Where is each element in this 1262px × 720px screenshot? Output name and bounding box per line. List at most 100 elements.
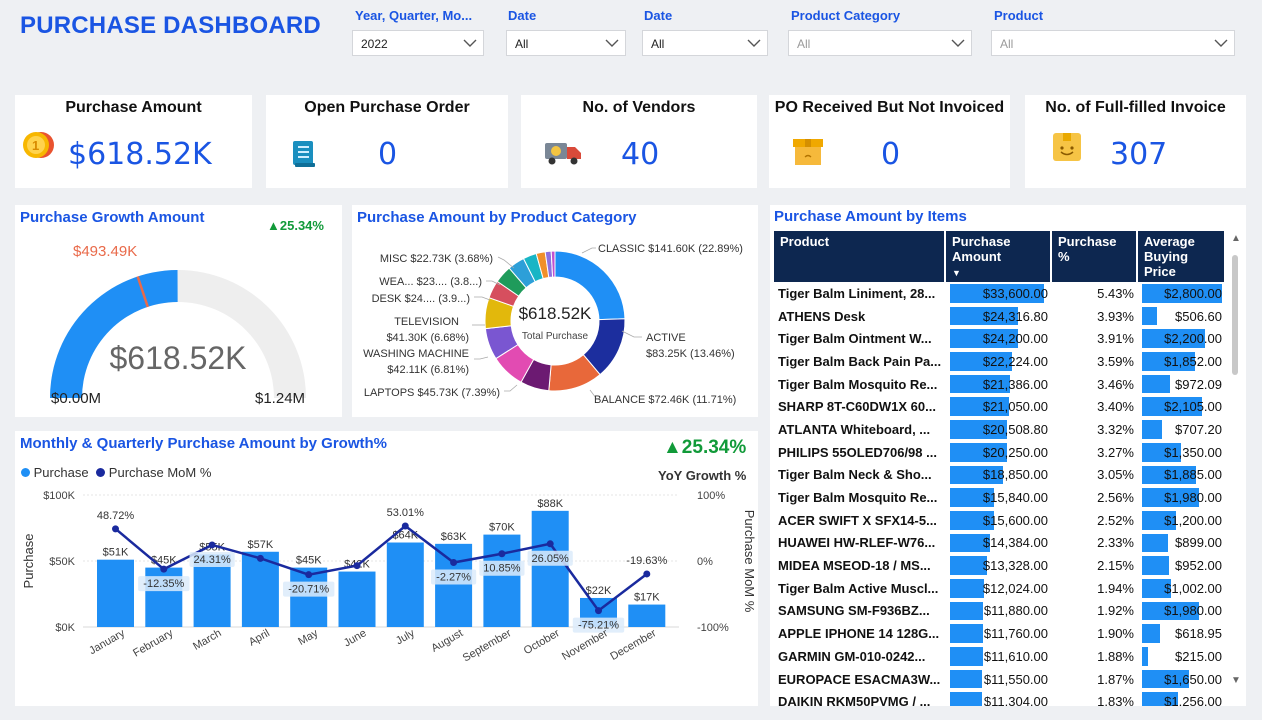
amount-bar [950, 420, 1008, 439]
bar-april[interactable] [241, 551, 279, 627]
table-row[interactable]: Tiger Balm Back Pain Pa... $22,224.00 3.59… [774, 350, 1226, 373]
amount-bar [950, 601, 984, 621]
amount-bar [950, 510, 994, 530]
amount-bar [950, 533, 991, 553]
filter-date-dropdown-1[interactable]: All [506, 30, 626, 56]
table-row[interactable]: Tiger Balm Ointment W... $24,200.00 3.91% $… [774, 327, 1226, 350]
kpi-card-fulfilled-invoice: No. of Full-filled Invoice 307 [1025, 95, 1246, 188]
mom-point[interactable] [112, 525, 119, 533]
bar-october[interactable] [531, 510, 569, 627]
bar-december[interactable] [628, 604, 666, 627]
mom-point[interactable] [498, 550, 506, 558]
table-row[interactable]: APPLE IPHONE 14 128G... $11,760.00 1.90% $6… [774, 622, 1226, 645]
table-row[interactable]: ATLANTA Whiteboard, ... $20,508.80 3.32% $7… [774, 418, 1226, 441]
donut-chart: $618.52K Total Purchase CLASSIC $141.60K… [363, 243, 743, 406]
bar-september[interactable] [483, 534, 521, 627]
amount-value: $14,384.00 [982, 535, 1048, 551]
table-row[interactable]: MIDEA MSEOD-18 / MS... $13,328.00 2.15% $95… [774, 554, 1226, 577]
items-card: Purchase Amount by Items Product Purchas… [770, 205, 1246, 706]
column-header-purchase-amount[interactable]: Purchase Amount ▼ [946, 231, 1052, 282]
mom-value-label: -2.27% [436, 571, 471, 583]
purchase-pct-cell: 3.59% [1097, 353, 1134, 369]
mom-point[interactable] [208, 541, 216, 549]
amount-value: $21,386.00 [982, 376, 1048, 392]
mom-point[interactable] [546, 540, 554, 548]
filter-label-year: Year, Quarter, Mo... [355, 8, 473, 23]
table-scrollbar[interactable]: ▲ ▼ [1228, 233, 1242, 693]
table-row[interactable]: Tiger Balm Liniment, 28... $33,600.00 5.43… [774, 282, 1226, 305]
table-row[interactable]: EUROPACE ESACMA3W... $11,550.00 1.87% $1,65… [774, 668, 1226, 691]
mom-point[interactable] [256, 554, 264, 562]
scroll-down-icon[interactable]: ▼ [1231, 675, 1241, 686]
mom-value-label: -75.21% [578, 620, 619, 632]
filter-year-value: 2022 [361, 37, 388, 51]
scrollbar-thumb[interactable] [1232, 255, 1238, 375]
scroll-up-icon[interactable]: ▲ [1231, 233, 1241, 244]
table-row[interactable]: ACER SWIFT X SFX14-5... $15,600.00 2.52% $1… [774, 509, 1226, 532]
table-row[interactable]: DAIKIN RKM50PVMG / ... $11,304.00 1.83% $1,… [774, 690, 1226, 706]
table-row[interactable]: SHARP 8T-C60DW1X 60... $21,050.00 3.40% $2,… [774, 395, 1226, 418]
avg-price-value: $1,200.00 [1164, 512, 1222, 528]
kpi-card-po-received-not-invoiced: PO Received But Not Invoiced 0 [769, 95, 1010, 188]
avg-price-cell: $1,980.00 [1138, 486, 1226, 509]
purchase-amount-cell: $22,224.00 [946, 350, 1052, 373]
table-row[interactable]: Tiger Balm Neck & Sho... $18,850.00 3.05% $… [774, 464, 1226, 487]
table-row[interactable]: Tiger Balm Active Muscl... $12,024.00 1.94… [774, 577, 1226, 600]
table-row[interactable]: Tiger Balm Mosquito Re... $21,386.00 3.46%… [774, 373, 1226, 396]
donut-label: DESK $24.... (3.9...) [372, 293, 470, 305]
donut-label: ACTIVE [646, 332, 686, 344]
amount-bar [950, 352, 1013, 371]
product-name-cell: ATHENS Desk [778, 308, 866, 324]
table-row[interactable]: Tiger Balm Mosquito Re... $15,840.00 2.56%… [774, 486, 1226, 509]
mom-point[interactable] [595, 607, 602, 615]
purchase-amount-cell: $15,840.00 [946, 486, 1052, 509]
column-header-avg-price[interactable]: Average Buying Price [1138, 231, 1226, 282]
mom-point[interactable] [305, 571, 313, 579]
table-row[interactable]: GARMIN GM-010-0242... $11,610.00 1.88% $215… [774, 645, 1226, 668]
amount-value: $11,760.00 [983, 626, 1048, 642]
column-header-product[interactable]: Product [774, 231, 946, 282]
mom-value-label: -12.35% [143, 578, 184, 590]
donut-slice[interactable] [550, 250, 556, 278]
bar-july[interactable] [386, 542, 424, 627]
kpi-title: No. of Full-filled Invoice [1045, 99, 1226, 116]
mom-label-bg [479, 560, 525, 576]
monthly-growth: ▲25.34% [663, 437, 747, 458]
product-name-cell: MIDEA MSEOD-18 / MS... [778, 558, 931, 574]
avg-price-value: $972.09 [1175, 376, 1222, 392]
bar-value-label: $57K [248, 539, 274, 551]
x-tick-label: October [522, 627, 562, 657]
mom-point[interactable] [450, 558, 458, 566]
table-row[interactable]: HUAWEI HW-RLEF-W76... $14,384.00 2.33% $899… [774, 532, 1226, 555]
filter-label-category: Product Category [791, 8, 901, 23]
donut-label: WEA... $23.... (3.8...) [379, 276, 482, 288]
filter-product-dropdown[interactable]: All [991, 30, 1235, 56]
purchase-pct-cell: 2.15% [1097, 558, 1134, 574]
filter-year-dropdown[interactable]: 2022 [352, 30, 484, 56]
avg-price-value: $1,980.00 [1164, 490, 1222, 506]
bar-august[interactable] [435, 543, 473, 627]
filter-date-dropdown-2[interactable]: All [642, 30, 768, 56]
column-header-purchase-pct[interactable]: Purchase % [1052, 231, 1138, 282]
monthly-title: Monthly & Quarterly Purchase Amount by G… [20, 435, 387, 452]
column-header-label: Purchase Amount [952, 234, 1011, 264]
mom-point[interactable] [160, 565, 168, 573]
mom-point[interactable] [643, 570, 651, 578]
product-name-cell: Tiger Balm Back Pain Pa... [778, 353, 942, 369]
donut-label: WASHING MACHINE [363, 348, 469, 360]
mom-point[interactable] [353, 562, 361, 570]
purchase-amount-cell: $11,880.00 [946, 600, 1052, 623]
gauge-max-label: $1.24M [255, 390, 305, 407]
items-title: Purchase Amount by Items [774, 208, 967, 225]
bar-january[interactable] [97, 559, 134, 627]
bar-june[interactable] [338, 571, 376, 627]
table-row[interactable]: ATHENS Desk $24,316.80 3.93% $506.60 [774, 305, 1226, 328]
avg-price-value: $215.00 [1175, 648, 1222, 664]
mom-point[interactable] [401, 522, 409, 530]
amount-value: $21,050.00 [982, 399, 1048, 415]
purchase-amount-cell: $24,200.00 [946, 327, 1052, 350]
table-row[interactable]: SAMSUNG SM-F936BZ... $11,880.00 1.92% $1,98… [774, 600, 1226, 623]
table-row[interactable]: PHILIPS 55OLED706/98 ... $20,250.00 3.27% $… [774, 441, 1226, 464]
filter-category-dropdown[interactable]: All [788, 30, 972, 56]
avg-price-value: $1,002.00 [1164, 580, 1222, 596]
